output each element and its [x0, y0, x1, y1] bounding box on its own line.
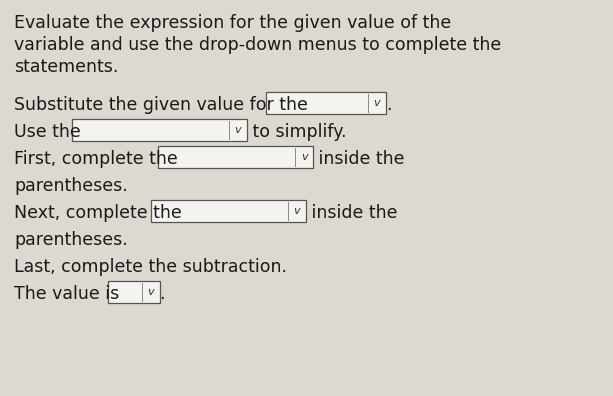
Text: Substitute the given value for the: Substitute the given value for the [14, 96, 313, 114]
Text: parentheses.: parentheses. [14, 177, 128, 195]
Text: First, complete the: First, complete the [14, 150, 183, 168]
Text: .: . [159, 285, 165, 303]
Text: v: v [234, 125, 241, 135]
FancyBboxPatch shape [266, 92, 386, 114]
Text: Next, complete the: Next, complete the [14, 204, 187, 222]
FancyBboxPatch shape [151, 200, 306, 222]
FancyBboxPatch shape [158, 146, 313, 168]
Text: v: v [147, 287, 154, 297]
Text: The value is: The value is [14, 285, 125, 303]
Text: statements.: statements. [14, 58, 118, 76]
FancyBboxPatch shape [108, 281, 159, 303]
FancyBboxPatch shape [72, 119, 246, 141]
Text: to simplify.: to simplify. [246, 123, 346, 141]
Text: variable and use the drop-down menus to complete the: variable and use the drop-down menus to … [14, 36, 501, 54]
Text: Evaluate the expression for the given value of the: Evaluate the expression for the given va… [14, 14, 451, 32]
Text: v: v [374, 98, 380, 108]
Text: v: v [301, 152, 307, 162]
Text: inside the: inside the [313, 150, 405, 168]
Text: .: . [386, 96, 392, 114]
Text: inside the: inside the [306, 204, 397, 222]
Text: Use the: Use the [14, 123, 86, 141]
Text: v: v [294, 206, 300, 216]
Text: parentheses.: parentheses. [14, 231, 128, 249]
Text: Last, complete the subtraction.: Last, complete the subtraction. [14, 258, 287, 276]
